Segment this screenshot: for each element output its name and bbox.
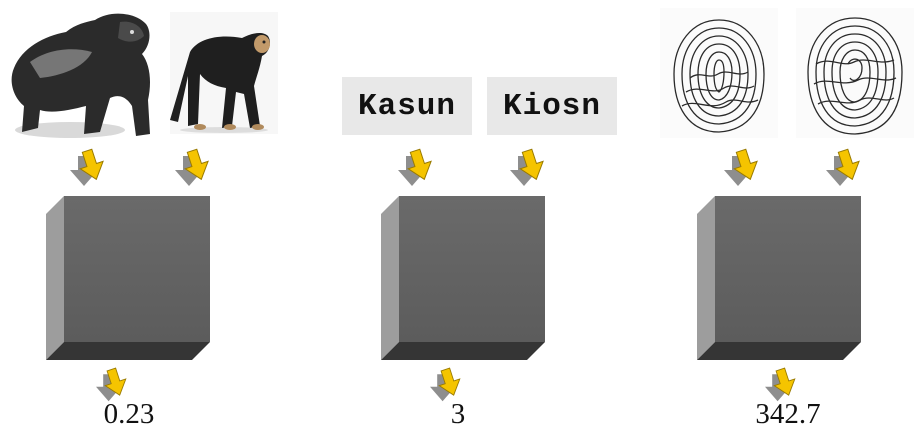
down-arrow-icon <box>510 148 550 188</box>
string-input-1: Kasun <box>342 77 472 135</box>
black-box-cube <box>381 196 545 360</box>
string-input-2: Kiosn <box>487 77 617 135</box>
distance-result: 342.7 <box>755 398 821 430</box>
fingerprint-image <box>796 8 914 138</box>
distance-result: 0.23 <box>103 398 155 430</box>
black-box-cube <box>46 196 210 360</box>
down-arrow-icon <box>70 148 110 188</box>
fingerprint-image <box>660 8 778 138</box>
down-arrow-icon <box>175 148 215 188</box>
down-arrow-icon <box>826 148 866 188</box>
chimpanzee-image <box>170 12 278 134</box>
down-arrow-icon <box>724 148 764 188</box>
gorilla-image <box>11 13 150 138</box>
down-arrow-icon <box>398 148 438 188</box>
distance-result: 3 <box>450 398 466 430</box>
black-box-cube <box>697 196 861 360</box>
